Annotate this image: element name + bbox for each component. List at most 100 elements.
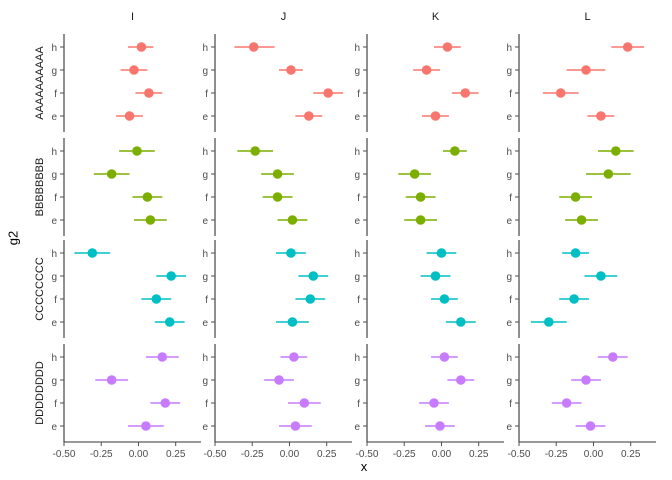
data-point: [561, 398, 572, 408]
data-point: [585, 421, 596, 431]
facet-column-label: K: [432, 11, 440, 23]
y-tick-label: g: [506, 66, 512, 77]
data-point: [144, 88, 154, 98]
y-tick-label: g: [202, 170, 208, 181]
data-point: [581, 375, 591, 385]
data-point: [141, 421, 151, 431]
data-point: [160, 398, 171, 408]
y-tick-label: e: [354, 318, 360, 329]
facet-column-label: L: [584, 11, 590, 23]
x-tick-label: 0.25: [621, 449, 641, 460]
data-point: [430, 271, 441, 281]
y-tick-label: h: [202, 147, 208, 158]
data-point: [603, 169, 614, 179]
y-tick-label: h: [506, 147, 512, 158]
data-point: [286, 248, 296, 258]
x-tick-label: 0.00: [584, 449, 604, 460]
data-point: [142, 192, 153, 202]
x-tick-label: 0.25: [469, 449, 489, 460]
y-tick-label: e: [202, 112, 208, 123]
x-tick-label: -0.25: [545, 449, 568, 460]
y-tick-label: f: [509, 399, 512, 410]
y-tick-label: h: [202, 353, 208, 364]
y-tick-label: h: [51, 249, 57, 260]
y-tick-label: h: [354, 249, 360, 260]
data-point: [439, 294, 450, 304]
y-tick-label: f: [205, 295, 208, 306]
y-tick-label: g: [51, 272, 57, 283]
y-tick-label: g: [354, 170, 360, 181]
x-tick-label: 0.00: [432, 449, 452, 460]
x-tick-label: -0.25: [90, 449, 113, 460]
y-tick-label: f: [509, 193, 512, 204]
data-point: [435, 421, 445, 431]
y-tick-label: f: [205, 399, 208, 410]
data-point: [323, 88, 333, 98]
data-point: [164, 317, 175, 327]
y-tick-label: f: [509, 295, 512, 306]
data-point: [436, 248, 447, 258]
data-point: [543, 317, 554, 327]
data-point: [272, 169, 283, 179]
facet-column-label: I: [131, 11, 134, 23]
y-tick-label: e: [354, 112, 360, 123]
y-tick-label: e: [202, 318, 208, 329]
data-point: [442, 42, 453, 52]
y-tick-label: g: [506, 376, 512, 387]
y-tick-label: f: [357, 193, 360, 204]
x-axis-title: x: [361, 459, 368, 474]
y-tick-label: f: [357, 89, 360, 100]
data-point: [409, 169, 420, 179]
data-point: [570, 248, 581, 258]
y-tick-label: g: [354, 66, 360, 77]
data-point: [151, 294, 162, 304]
y-tick-label: g: [202, 66, 208, 77]
data-point: [576, 215, 587, 225]
data-point: [581, 65, 591, 75]
data-point: [248, 42, 259, 52]
x-tick-label: -0.50: [356, 449, 379, 460]
data-point: [106, 375, 117, 385]
y-tick-label: h: [202, 43, 208, 54]
data-point: [608, 352, 618, 362]
data-point: [299, 398, 310, 408]
y-tick-label: e: [202, 216, 208, 227]
y-tick-label: f: [509, 89, 512, 100]
y-tick-label: e: [354, 216, 360, 227]
y-tick-label: f: [205, 193, 208, 204]
data-point: [460, 88, 471, 98]
y-tick-label: h: [506, 353, 512, 364]
data-point: [272, 192, 283, 202]
y-tick-label: e: [51, 318, 57, 329]
data-point: [610, 146, 621, 156]
data-point: [166, 271, 177, 281]
y-tick-label: e: [51, 216, 57, 227]
y-tick-label: g: [506, 272, 512, 283]
data-point: [421, 65, 432, 75]
y-tick-label: h: [506, 249, 512, 260]
y-tick-label: e: [506, 112, 512, 123]
data-point: [622, 42, 633, 52]
data-point: [415, 215, 426, 225]
y-tick-label: f: [205, 89, 208, 100]
x-tick-label: 0.00: [280, 449, 300, 460]
data-point: [290, 421, 301, 431]
data-point: [289, 352, 299, 362]
data-point: [429, 398, 439, 408]
data-point: [450, 146, 460, 156]
x-tick-label: -0.50: [204, 449, 227, 460]
y-tick-label: g: [354, 272, 360, 283]
data-point: [136, 42, 147, 52]
y-tick-label: e: [506, 318, 512, 329]
facet-row-label: CCCCCCCC: [34, 257, 46, 321]
x-tick-label: 0.25: [317, 449, 337, 460]
x-tick-label: -0.50: [508, 449, 531, 460]
y-tick-label: f: [54, 89, 57, 100]
data-point: [305, 294, 316, 304]
y-tick-label: f: [357, 399, 360, 410]
x-tick-label: 0.25: [166, 449, 186, 460]
y-axis-title: g2: [5, 231, 20, 245]
y-tick-label: f: [54, 399, 57, 410]
data-point: [250, 146, 261, 156]
